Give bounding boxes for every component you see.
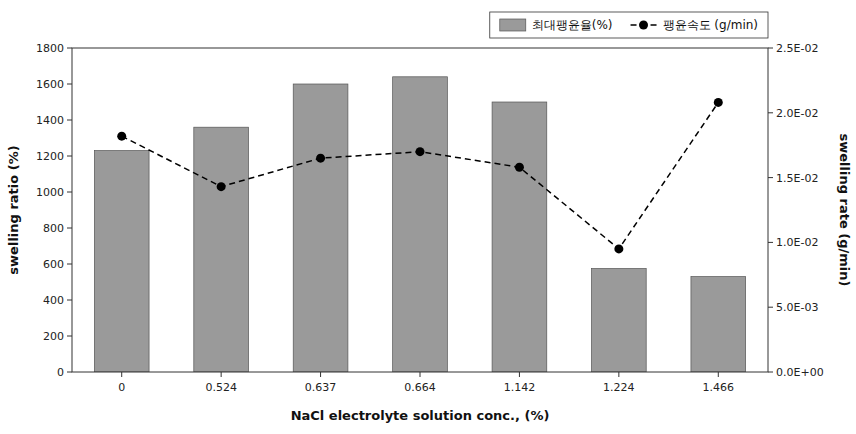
tick (67, 228, 72, 229)
tick (420, 372, 421, 377)
tick-label: 1.224 (603, 381, 635, 394)
tick-label: 600 (43, 258, 64, 271)
line (122, 102, 719, 248)
tick (768, 177, 773, 178)
marker (316, 154, 325, 163)
tick (67, 300, 72, 301)
tick (768, 112, 773, 113)
marker (515, 163, 524, 172)
legend-label: 최대팽윤율(%) (532, 18, 613, 32)
bar (194, 127, 249, 372)
tick-label: 800 (43, 222, 64, 235)
marker (714, 98, 723, 107)
marker (416, 147, 425, 156)
tick-label: 1000 (36, 186, 64, 199)
marker (614, 244, 623, 253)
tick (67, 264, 72, 265)
tick (768, 372, 773, 373)
tick (67, 84, 72, 85)
tick-label: 1.466 (703, 381, 735, 394)
tick (618, 372, 619, 377)
legend-marker (639, 21, 648, 30)
tick-label: 1.5E-02 (776, 172, 818, 185)
tick (67, 120, 72, 121)
tick (67, 192, 72, 193)
tick-label: 0 (57, 366, 64, 379)
tick (768, 307, 773, 308)
legend-swatch (500, 19, 526, 31)
tick (67, 336, 72, 337)
chart: 0 200 400 600 800 1000 1200 1400 1600 1800 0.0E+00… (0, 0, 856, 434)
y-axis-label: swelling ratio (%) (6, 145, 21, 274)
tick-label: 1800 (36, 42, 64, 55)
tick (768, 48, 773, 49)
tick-label: 0.524 (205, 381, 237, 394)
bar (393, 77, 448, 372)
tick (320, 372, 321, 377)
tick-label: 1400 (36, 114, 64, 127)
tick-label: 1600 (36, 78, 64, 91)
bar (94, 151, 149, 372)
y2-axis-label: swelling rate (g/min) (837, 134, 852, 287)
tick-label: 1.0E-02 (776, 236, 818, 249)
tick-label: 5.0E-03 (776, 301, 818, 314)
bar (492, 102, 547, 372)
tick-label: 0.0E+00 (776, 366, 824, 379)
marker (217, 182, 226, 191)
bar (691, 277, 746, 372)
tick-label: 200 (43, 330, 64, 343)
legend: 최대팽윤율(%) 팽윤속도 (g/min) (490, 12, 768, 38)
tick (718, 372, 719, 377)
marker (117, 132, 126, 141)
tick-label: 1200 (36, 150, 64, 163)
tick (67, 48, 72, 49)
legend-label: 팽윤속도 (g/min) (663, 18, 758, 32)
plot-frame (72, 48, 768, 372)
tick (67, 372, 72, 373)
bar (592, 269, 647, 373)
tick (768, 242, 773, 243)
tick-label: 2.0E-02 (776, 107, 818, 120)
x-axis-label: NaCl electrolyte solution conc., (%) (291, 408, 550, 423)
tick-label: 0.664 (404, 381, 436, 394)
tick (221, 372, 222, 377)
tick-label: 400 (43, 294, 64, 307)
legend-frame (490, 12, 768, 38)
tick-label: 1.142 (504, 381, 536, 394)
tick-label: 0 (118, 381, 125, 394)
bar (293, 84, 348, 372)
marks (94, 77, 745, 372)
tick (519, 372, 520, 377)
tick-label: 0.637 (305, 381, 337, 394)
tick-label: 2.5E-02 (776, 42, 818, 55)
tick (67, 156, 72, 157)
tick (121, 372, 122, 377)
